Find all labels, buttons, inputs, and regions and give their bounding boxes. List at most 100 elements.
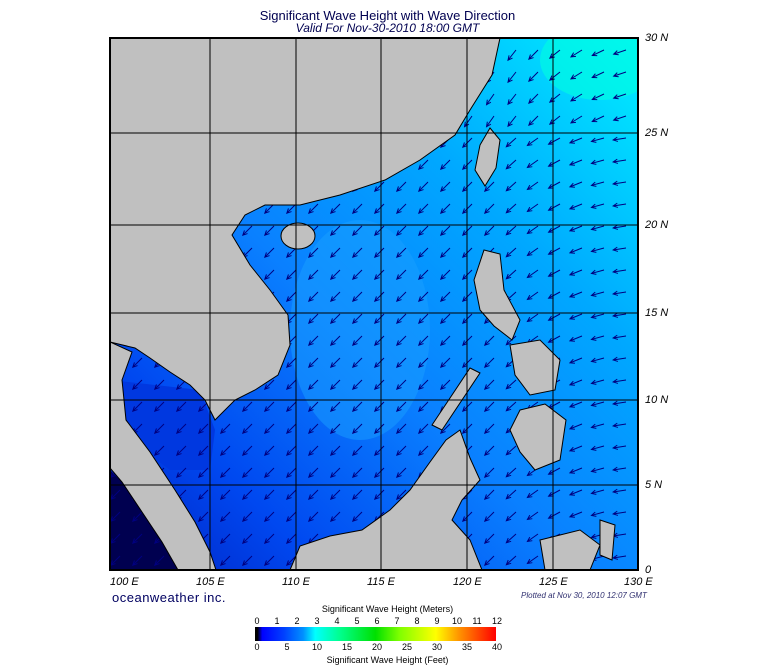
lat-label: 25 N [645,127,669,139]
wave-direction-arrow [395,379,407,391]
wave-direction-arrow [373,225,385,237]
wave-direction-arrow [507,115,517,128]
wave-direction-arrow [612,444,627,450]
wave-direction-arrow [395,445,407,457]
wave-direction-arrow [373,291,385,303]
wave-direction-arrow [417,269,429,281]
wave-direction-arrow [329,489,341,501]
wave-direction-arrow [568,159,583,166]
wave-direction-arrow [568,291,583,298]
wave-direction-arrow [153,379,165,391]
wave-direction-arrow [439,379,451,391]
wave-direction-arrow [483,225,495,237]
wave-direction-arrow [307,357,319,369]
wave-direction-arrow [612,312,627,318]
wave-direction-arrow [505,555,517,566]
wave-direction-arrow [307,269,319,281]
wave-direction-arrow [547,467,561,475]
wave-direction-arrow [526,511,539,521]
wave-direction-arrow [351,379,363,391]
wave-direction-arrow [612,224,627,230]
land-luzon [473,249,521,341]
lon-label: 110 E [282,576,310,588]
wave-direction-arrow [351,467,363,479]
lat-label: 5 N [645,479,663,491]
wave-direction-arrow [547,335,561,343]
wave-direction-arrow [591,71,605,79]
wave-direction-arrow [307,379,319,391]
wave-direction-arrow [526,533,539,543]
wave-direction-arrow [307,313,319,325]
wave-direction-arrow [373,247,385,259]
wave-direction-arrow [612,246,627,252]
wave-direction-arrow [568,489,583,496]
wave-direction-arrow [395,203,407,215]
wave-direction-arrow [483,555,495,567]
wave-direction-arrow [439,335,451,347]
wave-direction-arrow [285,467,297,479]
wave-direction-arrow [590,203,605,209]
wave-direction-arrow [505,401,517,412]
wave-direction-arrow [131,357,143,369]
legend-feet-tick: 5 [284,642,290,652]
wave-direction-arrow [612,554,627,560]
wave-direction-arrow [373,445,385,457]
wave-direction-arrow [590,159,605,165]
wave-direction-arrow [590,489,605,495]
wave-direction-arrow [483,467,495,479]
wave-direction-arrow [591,93,605,101]
wave-direction-arrow [505,225,517,236]
legend-feet-tick: 15 [341,642,353,652]
wave-direction-arrow [263,379,275,391]
wave-direction-arrow [547,247,561,255]
wave-direction-arrow [395,423,407,435]
wave-direction-arrow [612,510,627,516]
wave-direction-arrow [590,401,605,407]
wave-direction-arrow [612,136,627,142]
lon-label: 115 E [367,576,395,588]
wave-direction-arrow [612,356,627,362]
wave-direction-arrow [439,181,451,193]
wave-direction-arrow [439,357,451,369]
wave-direction-arrow [175,445,187,457]
wave-direction-arrow [569,71,583,80]
wave-direction-arrow [285,445,297,457]
land-visayas [509,339,561,396]
wave-direction-arrow [483,357,495,369]
wave-direction-arrow [505,269,517,280]
wave-direction-arrow [505,379,517,390]
wave-direction-arrow [285,423,297,435]
wave-direction-arrow [439,269,451,281]
wave-direction-arrow [590,511,605,517]
wave-direction-arrow [547,225,561,233]
wave-direction-arrow [373,181,385,193]
wave-direction-arrow [612,422,627,428]
wave-direction-arrow [417,445,429,457]
wave-direction-arrow [417,225,429,237]
wave-direction-arrow [439,291,451,303]
plotted-timestamp: Plotted at Nov 30, 2010 12:07 GMT [521,591,647,600]
brand-logo: oceanweather inc. [112,590,227,605]
wave-direction-arrow [505,247,517,258]
wave-direction-arrow [417,423,429,435]
wave-direction-arrow [329,445,341,457]
wave-direction-arrow [131,401,143,413]
wave-direction-arrow [547,313,561,321]
wave-direction-arrow [547,203,561,211]
legend-meters-tick: 1 [274,616,280,626]
wave-direction-arrow [417,203,429,215]
wave-direction-arrow [373,335,385,347]
wave-direction-arrow [590,467,605,473]
wave-direction-arrow [351,313,363,325]
wave-direction-arrow [568,379,583,386]
wave-direction-arrow [505,445,517,456]
wave-direction-arrow [197,467,209,479]
wave-direction-arrow [307,291,319,303]
land-hainan [280,222,316,250]
wave-direction-arrow [547,269,561,277]
wave-direction-arrow [612,334,627,340]
wave-direction-arrow [373,401,385,413]
wave-direction-arrow [329,423,341,435]
wave-direction-arrow [483,379,495,391]
wave-direction-arrow [395,247,407,259]
